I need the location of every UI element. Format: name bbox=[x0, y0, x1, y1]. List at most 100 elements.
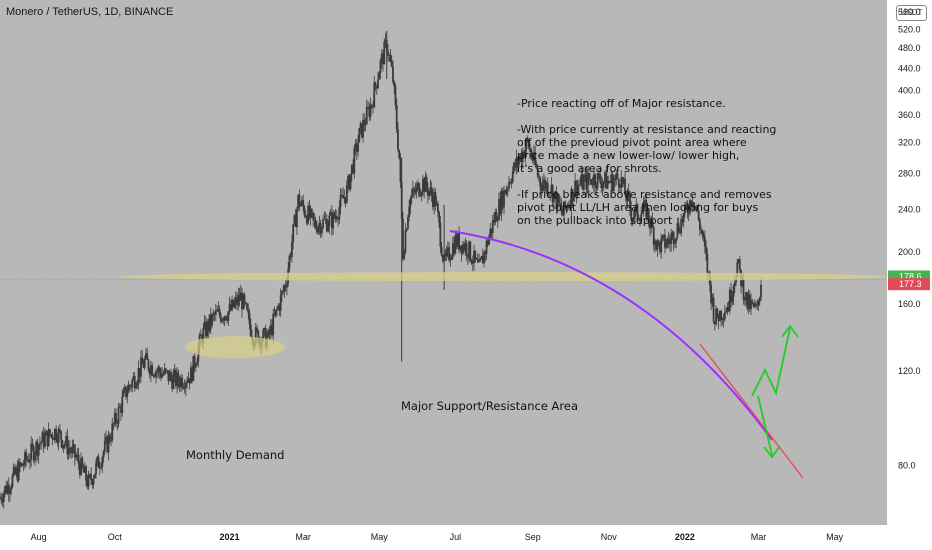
candle-body bbox=[659, 242, 661, 253]
candle-body bbox=[539, 177, 542, 187]
candle-body bbox=[448, 247, 451, 261]
candle-body bbox=[698, 220, 701, 230]
currency-button[interactable]: USDT bbox=[896, 5, 927, 21]
bid-price-text: 178.6 bbox=[899, 271, 922, 281]
candle-body bbox=[122, 390, 125, 397]
candle-body bbox=[722, 318, 725, 320]
candle-body bbox=[150, 365, 152, 375]
candle-body bbox=[669, 241, 671, 244]
candle-body bbox=[436, 203, 439, 213]
candle-body bbox=[725, 311, 727, 313]
candle-body bbox=[681, 218, 684, 223]
candle-body bbox=[92, 478, 95, 485]
candle-body bbox=[223, 316, 226, 321]
candle-body bbox=[267, 329, 270, 337]
x-tick-label: Nov bbox=[601, 532, 618, 542]
candle-body bbox=[715, 308, 717, 325]
chart-title: Monero / TetherUS, 1D, BINANCE bbox=[6, 6, 174, 18]
candle-body bbox=[422, 178, 424, 193]
candle-body bbox=[417, 183, 419, 187]
candle-body bbox=[211, 314, 213, 326]
candle-body bbox=[745, 292, 747, 301]
candle-body bbox=[520, 154, 523, 162]
candle-body bbox=[440, 247, 443, 256]
candle-body bbox=[466, 254, 469, 258]
candle-body bbox=[272, 313, 275, 336]
candle-body bbox=[156, 371, 159, 372]
candle-body bbox=[611, 174, 614, 191]
candle-body bbox=[6, 484, 9, 494]
candle-body bbox=[634, 207, 636, 217]
candle-body bbox=[133, 376, 136, 389]
candle-body bbox=[95, 462, 97, 474]
candle-body bbox=[667, 238, 670, 242]
candle-body bbox=[511, 171, 514, 182]
candle-body bbox=[635, 204, 638, 208]
candle-body bbox=[232, 299, 235, 307]
candle-body bbox=[587, 173, 590, 180]
candle-body bbox=[196, 361, 199, 366]
note-line-7: -If price breaks above resistance and re… bbox=[517, 188, 772, 201]
y-tick-label: 240.0 bbox=[898, 205, 921, 215]
candle-body bbox=[655, 240, 658, 250]
candle-body bbox=[368, 107, 371, 117]
candle-body bbox=[276, 309, 278, 311]
candle-body bbox=[277, 305, 280, 310]
candle-body bbox=[107, 435, 110, 453]
candle-body bbox=[37, 444, 40, 456]
candle-body bbox=[19, 461, 21, 467]
candle-body bbox=[298, 194, 301, 207]
candle-body bbox=[592, 174, 595, 186]
candle-body bbox=[665, 244, 668, 248]
candle-body bbox=[610, 174, 613, 183]
candle-body bbox=[541, 184, 544, 191]
candle-body bbox=[192, 355, 195, 381]
note-line-2: -With price currently at resistance and … bbox=[517, 123, 776, 136]
candle-body bbox=[602, 181, 605, 184]
candle-body bbox=[312, 212, 315, 220]
candle-body bbox=[333, 212, 336, 218]
candle-body bbox=[14, 466, 16, 475]
candle-body bbox=[7, 484, 10, 494]
candle-body bbox=[179, 377, 182, 387]
candle-body bbox=[176, 372, 179, 387]
candle-body bbox=[549, 192, 552, 194]
candle-body bbox=[66, 435, 69, 455]
candle-body bbox=[571, 188, 574, 202]
candle-body bbox=[292, 224, 295, 243]
candle-body bbox=[281, 291, 283, 295]
candle-body bbox=[212, 313, 215, 315]
candle-body bbox=[692, 202, 695, 208]
candle-body bbox=[551, 184, 554, 203]
candle-body bbox=[382, 53, 384, 65]
candle-body bbox=[145, 353, 147, 359]
candle-body bbox=[216, 310, 218, 312]
candle-body bbox=[194, 365, 197, 368]
candle-body bbox=[171, 377, 174, 389]
candle-body bbox=[39, 443, 41, 445]
last-price-badge bbox=[888, 278, 930, 291]
candle-body bbox=[309, 208, 312, 218]
candle-body bbox=[214, 310, 217, 315]
candle-body bbox=[21, 463, 24, 466]
candle-body bbox=[243, 294, 246, 303]
candle-body bbox=[303, 206, 306, 216]
candle-body bbox=[430, 187, 433, 196]
candle-body bbox=[582, 178, 585, 190]
candle-body bbox=[642, 201, 645, 211]
candle-body bbox=[302, 200, 305, 207]
x-tick-label: Sep bbox=[525, 532, 541, 542]
candle-body bbox=[50, 434, 53, 436]
candle-body bbox=[523, 151, 525, 158]
candle-body bbox=[476, 258, 479, 263]
candle-body bbox=[130, 386, 132, 388]
candle-body bbox=[264, 328, 267, 348]
candle-body bbox=[189, 367, 192, 384]
y-tick-label: 200.0 bbox=[898, 247, 921, 257]
candle-body bbox=[227, 311, 230, 321]
time-scale[interactable] bbox=[0, 525, 887, 550]
candle-body bbox=[615, 173, 618, 178]
candle-body bbox=[758, 297, 761, 301]
candle-body bbox=[500, 191, 503, 214]
